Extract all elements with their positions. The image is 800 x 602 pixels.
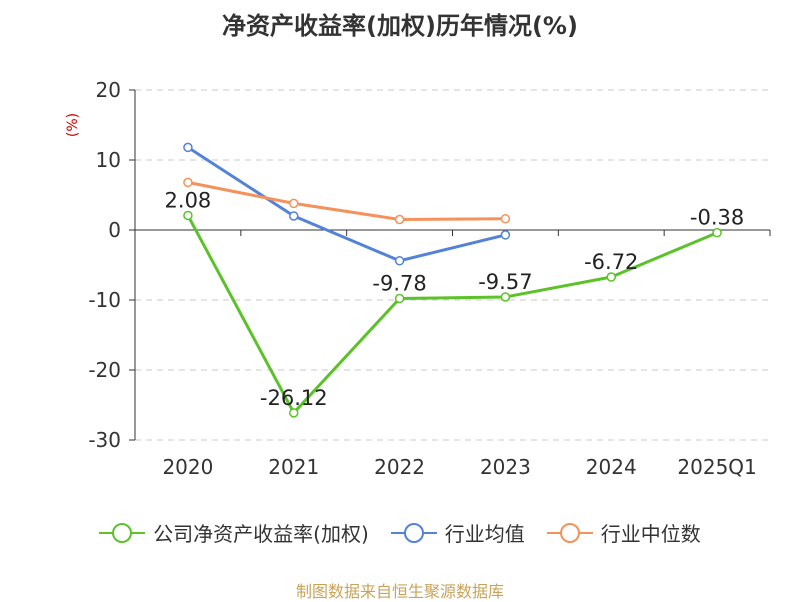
data-point-company [183,210,193,221]
x-tick-label: 2023 [480,455,531,479]
data-point-industry-median [183,177,193,188]
y-tick-label: 0 [108,218,121,242]
data-point-industry-avg [394,256,405,266]
series-line-industry-avg [187,146,506,263]
data-label-company: -26.12 [260,386,328,410]
legend-label-company: 公司净资产收益率(加权) [153,522,369,546]
x-tick-label: 2020 [162,455,213,479]
legend: 公司净资产收益率(加权) 行业均值 行业中位数 [0,518,800,547]
line-chart: 20 10 0 -10 -20 -30 2020 2021 2022 2023 2024 2025Q1… [88,78,771,479]
y-tick-label: -20 [88,358,121,382]
data-label-company: 2.08 [165,188,212,212]
data-label-company: -9.57 [478,270,532,294]
data-point-company [500,292,511,302]
y-tick-label: -10 [88,288,121,312]
series-line-company [186,214,718,415]
x-tick-label: 2021 [268,455,319,479]
data-point-company [289,408,299,418]
data-point-industry-avg [500,230,511,240]
legend-swatch-industry-avg [390,522,437,543]
data-label-company: -0.38 [690,206,744,230]
y-tick-label: -30 [88,428,121,452]
grid-layer [135,89,770,441]
axis-layer: 20 10 0 -10 -20 -30 2020 2021 2022 2023 2024 2025Q1 [88,78,771,479]
x-tick-label: 2022 [374,455,425,479]
legend-swatch-industry-median [546,522,593,543]
chart-title: 净资产收益率(加权)历年情况(%) [222,12,578,40]
legend-label-industry-median: 行业中位数 [600,522,701,546]
series-line-industry-median [187,180,506,221]
legend-item-company[interactable]: 公司净资产收益率(加权) [99,518,369,547]
x-tick-label: 2025Q1 [677,455,756,479]
data-point-company [394,293,405,304]
series-layer [183,142,722,418]
data-point-industry-median [500,214,511,224]
x-tick-label: 2024 [586,455,637,479]
legend-item-industry-median[interactable]: 行业中位数 [546,518,701,547]
y-tick-label: 20 [96,78,121,102]
legend-label-industry-avg: 行业均值 [444,522,525,546]
data-source-footer: 制图数据来自恒生聚源数据库 [295,582,504,601]
data-point-company [712,227,722,238]
data-label-company: -9.78 [372,271,426,295]
data-point-industry-avg [183,142,193,153]
data-label-layer: 2.08 -26.12 -9.78 -9.57 -6.72 -0.38 [165,188,745,409]
data-label-company: -6.72 [584,250,638,274]
legend-swatch-company [99,522,146,543]
legend-item-industry-avg[interactable]: 行业均值 [390,518,525,547]
data-point-industry-avg [289,211,299,221]
data-point-company [606,272,616,282]
data-point-industry-median [394,214,405,225]
data-point-industry-median [289,198,299,209]
y-tick-label: 10 [96,148,121,172]
